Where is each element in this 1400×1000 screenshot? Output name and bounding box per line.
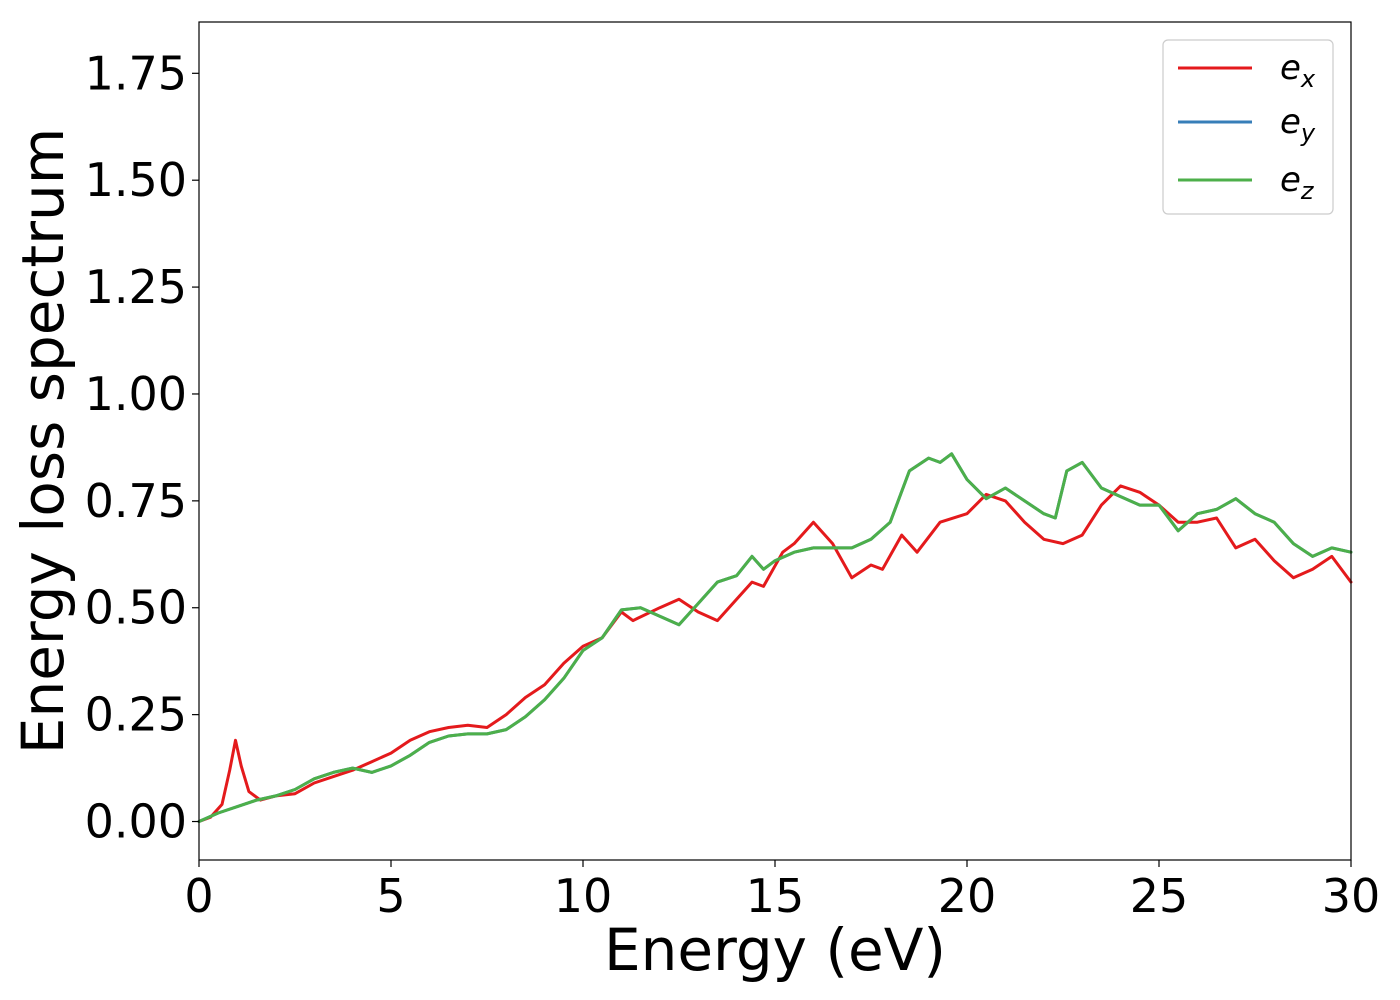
x-tick-label: 25 xyxy=(1130,869,1189,923)
x-tick-label: 20 xyxy=(938,869,997,923)
legend-label-y: ey xyxy=(1280,102,1316,147)
series-line-x xyxy=(197,484,1353,823)
x-tick-label: 0 xyxy=(184,869,213,923)
x-tick-label: 15 xyxy=(746,869,805,923)
y-tick-label: 0.25 xyxy=(85,688,187,742)
legend-label-x: ex xyxy=(1280,48,1316,93)
y-tick-label: 1.00 xyxy=(85,367,187,421)
legend: ex ey ez xyxy=(1162,39,1334,215)
y-axis-label: Energy loss spectrum xyxy=(9,128,77,754)
x-axis-ticks: 0 5 10 15 20 25 30 xyxy=(184,860,1380,923)
y-tick-label: 0.75 xyxy=(85,474,187,528)
y-axis-ticks: 0.00 0.25 0.50 0.75 1.00 1.25 1.50 1.75 xyxy=(85,46,199,849)
y-tick-label: 1.75 xyxy=(85,46,187,100)
series-line-z xyxy=(197,452,1353,823)
x-tick-label: 10 xyxy=(554,869,613,923)
y-tick-label: 0.50 xyxy=(85,581,187,635)
y-tick-label: 1.25 xyxy=(85,260,187,314)
x-tick-label: 5 xyxy=(376,869,405,923)
x-tick-label: 30 xyxy=(1322,869,1381,923)
x-axis-label: Energy (eV) xyxy=(604,916,946,984)
legend-box xyxy=(1162,39,1334,215)
y-tick-label: 0.00 xyxy=(85,795,187,849)
legend-label-z: ez xyxy=(1280,160,1315,205)
series-layer xyxy=(197,452,1353,823)
y-tick-label: 1.50 xyxy=(85,153,187,207)
